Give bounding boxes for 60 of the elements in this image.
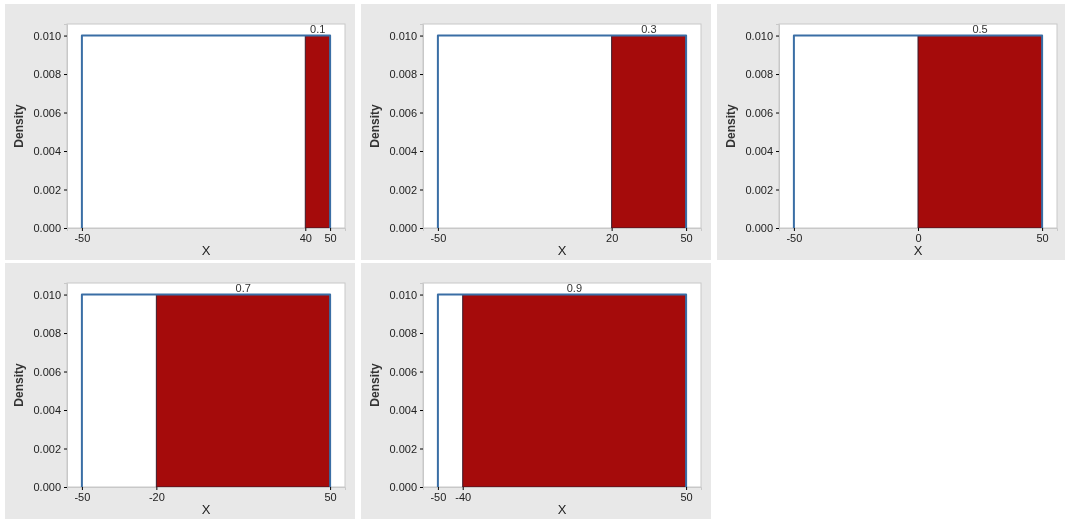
y-tick-label: 0.010 [745,29,773,42]
x-tick-label: 50 [1036,231,1049,244]
y-tick-label: 0.004 [745,145,773,158]
y-axis-title: Density [12,104,26,148]
x-tick-label: -50 [786,231,803,244]
x-tick-label: -50 [74,231,91,244]
x-tick-label: -50 [74,490,91,503]
x-tick-label: -40 [455,490,472,503]
y-tick-label: 0.000 [389,481,417,494]
x-tick-label: 20 [606,231,619,244]
y-axis-title: Density [724,104,738,148]
y-tick-label: 0.006 [389,106,417,119]
x-tick-label: 40 [299,231,312,244]
y-tick-label: 0.002 [389,183,417,196]
y-tick-label: 0.004 [33,404,61,417]
x-tick-label: -50 [430,231,447,244]
y-tick-label: 0.010 [389,29,417,42]
y-tick-label: 0.010 [33,29,61,42]
annotation: 0.1 [310,22,326,35]
annotation: 0.3 [641,22,657,35]
y-axis-title: Density [368,104,382,148]
y-tick-label: 0.006 [389,365,417,378]
y-tick-label: 0.010 [389,288,417,301]
x-tick-label: -50 [430,490,447,503]
x-tick-label: -20 [148,490,165,503]
x-axis-title: X [913,243,923,258]
annotation: 0.7 [235,281,251,294]
y-axis-title: Density [368,363,382,407]
x-tick-label: 50 [680,490,693,503]
x-tick-label: 50 [324,490,337,503]
y-tick-label: 0.004 [389,404,417,417]
y-axis-title: Density [12,363,26,407]
y-tick-label: 0.000 [745,222,773,235]
x-axis-title: X [557,243,567,258]
y-tick-label: 0.000 [33,481,61,494]
y-tick-label: 0.000 [33,222,61,235]
y-tick-label: 0.004 [33,145,61,158]
y-tick-label: 0.006 [745,106,773,119]
y-tick-label: 0.010 [33,288,61,301]
x-axis-title: X [201,243,211,258]
y-tick-label: 0.000 [389,222,417,235]
y-tick-label: 0.006 [33,365,61,378]
y-tick-label: 0.002 [745,183,773,196]
annotation: 0.5 [972,22,988,35]
x-tick-label: 50 [680,231,693,244]
x-tick-label: 0 [915,231,922,244]
y-tick-label: 0.008 [389,68,417,81]
x-axis-title: X [201,502,211,517]
y-tick-label: 0.002 [33,183,61,196]
y-tick-label: 0.008 [33,327,61,340]
y-tick-label: 0.008 [389,327,417,340]
x-axis-title: X [557,502,567,517]
y-tick-label: 0.008 [33,68,61,81]
y-tick-label: 0.002 [33,442,61,455]
annotation: 0.9 [566,281,583,294]
y-tick-label: 0.002 [389,442,417,455]
y-tick-label: 0.006 [33,106,61,119]
x-tick-label: 50 [324,231,337,244]
y-tick-label: 0.008 [745,68,773,81]
y-tick-label: 0.004 [389,145,417,158]
